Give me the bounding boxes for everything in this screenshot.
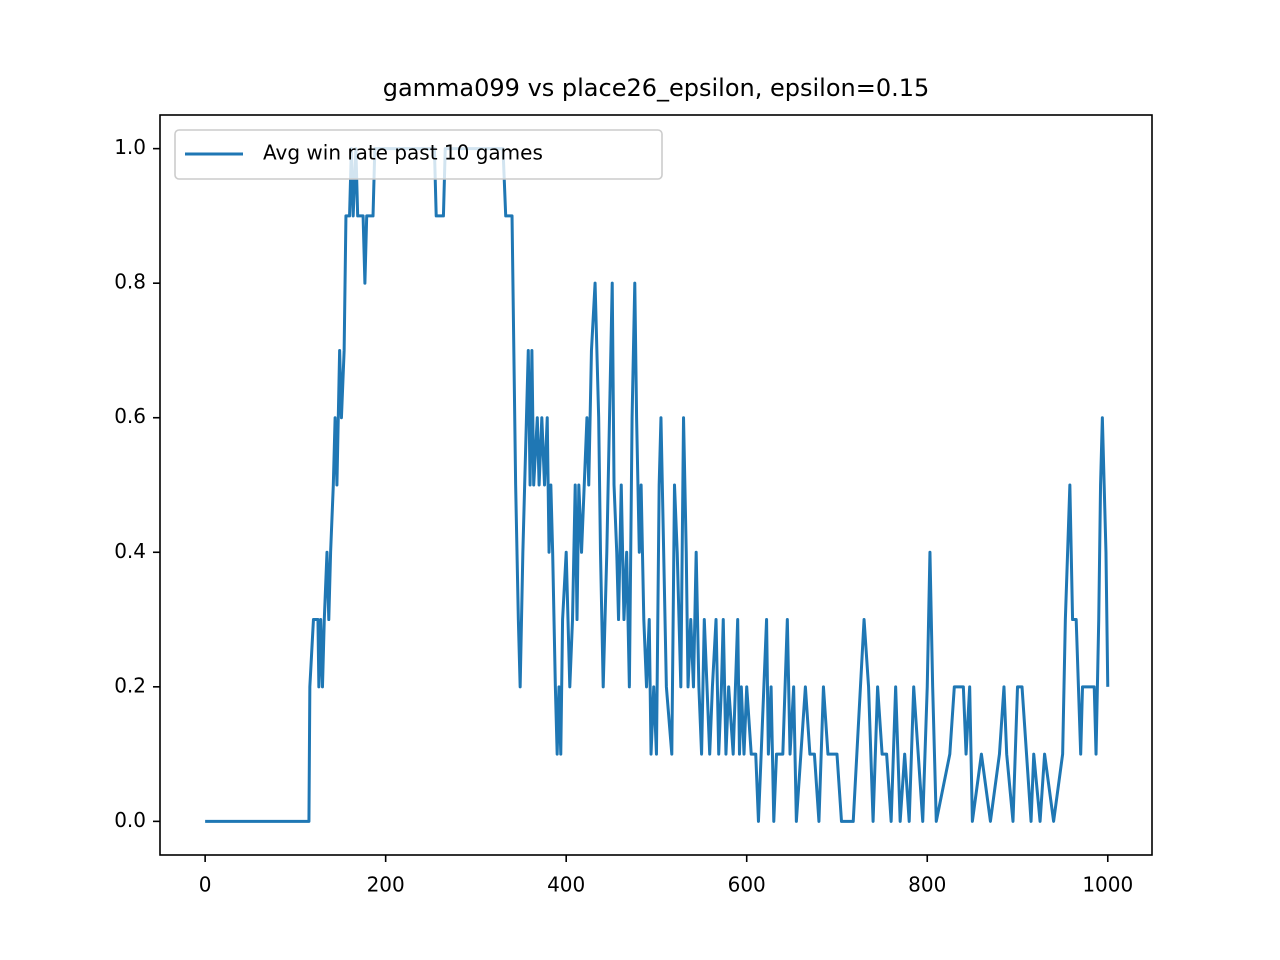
x-tick-label: 600 [728,873,766,897]
y-tick-label: 0.2 [114,673,146,697]
x-tick-label: 0 [199,873,212,897]
line-series [205,147,1110,823]
y-tick-label: 1.0 [114,135,146,159]
plot-frame [159,114,1153,856]
legend-box [174,129,663,180]
y-tick-label: 0.4 [114,539,146,563]
chart-title: gamma099 vs place26_epsilon, epsilon=0.1… [383,74,930,102]
y-tick-label: 0.0 [114,808,146,832]
x-tick-label: 1000 [1082,873,1133,897]
x-tick-label: 200 [367,873,405,897]
legend-label: Avg win rate past 10 games [263,141,543,165]
y-tick-label: 0.6 [114,404,146,428]
x-tick-label: 400 [547,873,585,897]
y-tick-label: 0.8 [114,270,146,294]
x-tick-label: 800 [908,873,946,897]
